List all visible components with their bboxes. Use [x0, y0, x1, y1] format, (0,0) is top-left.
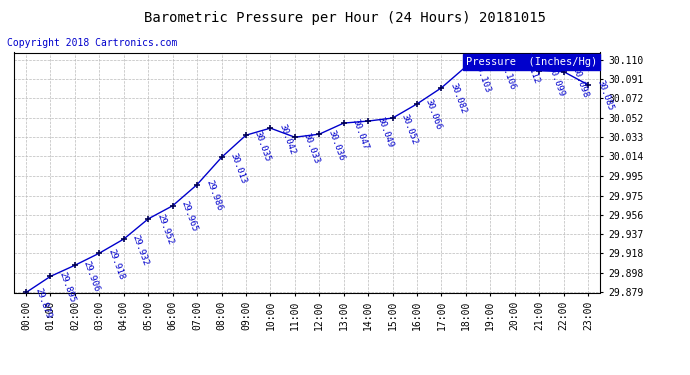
Text: 29.906: 29.906 [82, 260, 101, 293]
Text: Copyright 2018 Cartronics.com: Copyright 2018 Cartronics.com [7, 38, 177, 48]
Text: 29.932: 29.932 [130, 233, 150, 267]
Text: 30.035: 30.035 [253, 129, 273, 163]
Text: 29.965: 29.965 [179, 200, 199, 233]
Text: Barometric Pressure per Hour (24 Hours) 20181015: Barometric Pressure per Hour (24 Hours) … [144, 11, 546, 25]
Text: 29.895: 29.895 [57, 270, 77, 304]
Text: 30.052: 30.052 [400, 112, 419, 146]
Text: 30.112: 30.112 [522, 52, 541, 85]
Text: 30.085: 30.085 [595, 79, 615, 112]
Text: 29.952: 29.952 [155, 213, 175, 246]
Text: 30.082: 30.082 [448, 82, 468, 116]
Text: 29.918: 29.918 [106, 248, 126, 281]
Text: 30.049: 30.049 [375, 115, 395, 148]
Text: 30.098: 30.098 [571, 66, 590, 99]
Text: 30.042: 30.042 [277, 122, 297, 156]
Text: 30.106: 30.106 [497, 58, 517, 91]
Text: 30.036: 30.036 [326, 128, 346, 162]
Text: 30.066: 30.066 [424, 98, 444, 132]
Text: 30.013: 30.013 [228, 152, 248, 185]
Text: 29.879: 29.879 [33, 286, 52, 320]
Text: 30.099: 30.099 [546, 65, 566, 98]
Text: 29.986: 29.986 [204, 179, 224, 212]
Text: 30.033: 30.033 [302, 131, 322, 165]
Text: 30.103: 30.103 [473, 61, 493, 94]
Text: 30.047: 30.047 [351, 117, 370, 151]
Text: Pressure  (Inches/Hg): Pressure (Inches/Hg) [466, 57, 598, 67]
